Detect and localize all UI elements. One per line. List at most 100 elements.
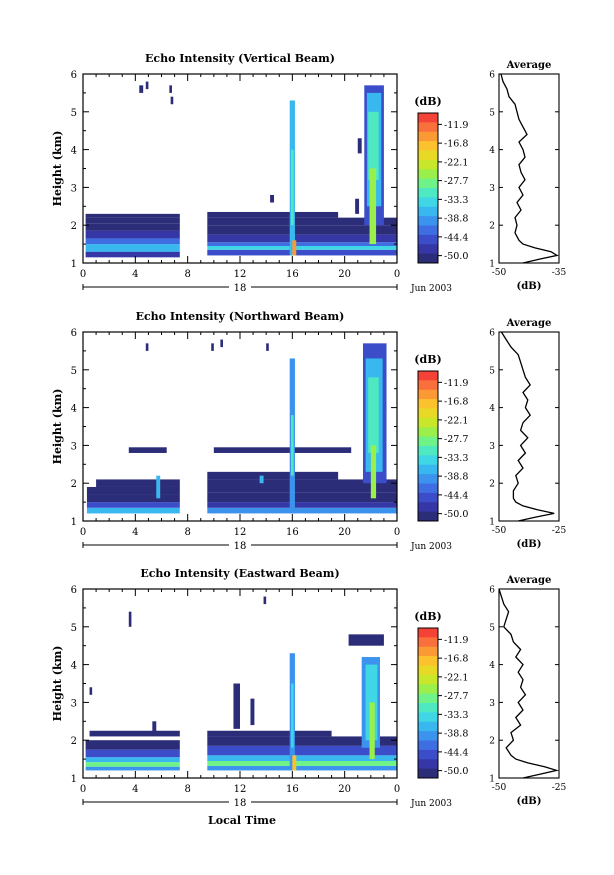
colorbar-segment xyxy=(418,206,438,217)
heatmap-cell xyxy=(291,683,294,748)
day-label: 18 xyxy=(234,541,247,552)
heatmap-cell xyxy=(145,343,149,351)
average-line xyxy=(498,588,560,779)
heatmap-cell xyxy=(128,447,167,453)
heatmap-cell xyxy=(207,471,339,480)
heatmap xyxy=(85,81,397,258)
heatmap-cell xyxy=(85,238,180,245)
heatmap-cell xyxy=(207,242,397,246)
heatmap-cell xyxy=(207,760,397,766)
colorbar-segment xyxy=(418,684,438,695)
y-axis-label: Height (km) xyxy=(51,389,64,465)
avg-y-tick-label: 6 xyxy=(489,71,495,81)
avg-x-tick-label: -35 xyxy=(552,268,567,278)
colorbar: -11.9 -16.8 -22.1 -27.7 -33.3 -38.8 -44.4 -50.0 xyxy=(417,370,468,522)
average-title: Average xyxy=(506,60,552,71)
heatmap-cell xyxy=(266,343,269,351)
heatmap-cell xyxy=(291,149,294,226)
avg-y-tick-label: 5 xyxy=(489,366,495,376)
panel-title: Echo Intensity (Vertical Beam) xyxy=(145,52,335,65)
x-tick-label: 4 xyxy=(132,269,138,280)
heatmap-cell xyxy=(263,596,267,605)
x-axis-label: Local Time xyxy=(208,814,276,827)
heatmap-cell xyxy=(85,762,180,767)
heatmap-cell xyxy=(85,213,180,218)
y-tick-label: 6 xyxy=(71,585,77,596)
average-x-label: (dB) xyxy=(517,796,542,807)
colorbar-segment xyxy=(418,131,438,142)
heatmap-cell xyxy=(220,339,223,348)
colorbar-frame xyxy=(417,370,439,522)
colorbar-segment xyxy=(418,380,438,391)
heatmap-cell xyxy=(207,745,397,756)
avg-x-tick-label: -25 xyxy=(552,783,567,793)
y-tick-label: 4 xyxy=(71,146,77,157)
colorbar-segment xyxy=(418,455,438,466)
avg-x-tick-label: -50 xyxy=(492,526,507,536)
day-label: 18 xyxy=(234,283,247,294)
colorbar-segment xyxy=(418,408,438,419)
heatmap-cell xyxy=(145,81,149,90)
heatmap-cell xyxy=(207,492,397,503)
heatmap-cell xyxy=(85,244,180,252)
colorbar-segment xyxy=(418,234,438,245)
colorbar-segment xyxy=(418,371,438,381)
panel-title: Echo Intensity (Eastward Beam) xyxy=(140,567,339,580)
heatmap-cell xyxy=(207,245,397,250)
heatmap-cell xyxy=(291,415,294,476)
heatmap-cell xyxy=(156,475,161,499)
y-tick-label: 2 xyxy=(71,736,77,747)
y-tick-label: 5 xyxy=(71,366,77,377)
colorbar-segment xyxy=(418,178,438,189)
colorbar-segment xyxy=(418,492,438,503)
colorbar-tick-label: -44.4 xyxy=(444,232,468,243)
colorbar-tick-label: -44.4 xyxy=(444,747,468,758)
heatmap-cell xyxy=(365,664,378,741)
x-tick-label: 8 xyxy=(184,784,190,795)
colorbar-tick-label: -44.4 xyxy=(444,490,468,501)
average-x-label: (dB) xyxy=(517,281,542,292)
heatmap-cell xyxy=(85,251,180,258)
heatmap-cell xyxy=(207,736,397,746)
heatmap-cell xyxy=(85,766,180,771)
x-tick-label: 8 xyxy=(184,269,190,280)
x-tick-label: 4 xyxy=(132,784,138,795)
heatmap-cell xyxy=(139,85,144,93)
heatmap-cell xyxy=(207,507,397,514)
colorbar-segment xyxy=(418,389,438,400)
colorbar-tick-label: -22.1 xyxy=(444,415,468,426)
panel-title: Echo Intensity (Northward Beam) xyxy=(136,310,345,323)
x-tick-label: 0 xyxy=(80,784,86,795)
day-label-bg xyxy=(229,539,251,551)
heatmap-cell xyxy=(270,194,275,203)
date-label: Jun 2003 xyxy=(410,284,452,294)
colorbar-tick-label: -27.7 xyxy=(444,691,468,702)
colorbar-tick-label: -38.8 xyxy=(444,214,468,225)
average-title: Average xyxy=(506,575,552,586)
x-tick-label: 16 xyxy=(286,784,299,795)
colorbar-segment xyxy=(418,759,438,770)
colorbar-segment xyxy=(418,141,438,151)
heatmap-cell xyxy=(128,611,132,627)
avg-y-tick-label: 2 xyxy=(489,222,495,232)
heatmap-cell xyxy=(85,740,180,750)
heatmap-cell xyxy=(86,494,180,503)
heatmap-cell xyxy=(207,765,397,771)
avg-y-tick-label: 4 xyxy=(489,146,495,156)
heatmap-cell xyxy=(207,479,397,493)
colorbar-tick-label: -11.9 xyxy=(444,120,468,131)
heatmap-cell xyxy=(369,702,375,760)
colorbar-tick-label: -16.8 xyxy=(444,139,468,150)
heatmap-cell xyxy=(207,211,339,218)
colorbar-segment xyxy=(418,502,438,513)
average-title: Average xyxy=(506,318,552,329)
x-tick-label: 0 xyxy=(80,269,86,280)
heatmap-cell xyxy=(368,377,379,453)
heatmap-cell xyxy=(207,755,397,761)
colorbar-unit: (dB) xyxy=(414,95,441,108)
colorbar-tick-label: -38.8 xyxy=(444,729,468,740)
colorbar-segment xyxy=(418,665,438,676)
colorbar-tick-label: -27.7 xyxy=(444,176,468,187)
y-axis-label: Height (km) xyxy=(51,131,64,207)
colorbar-segment xyxy=(418,474,438,484)
